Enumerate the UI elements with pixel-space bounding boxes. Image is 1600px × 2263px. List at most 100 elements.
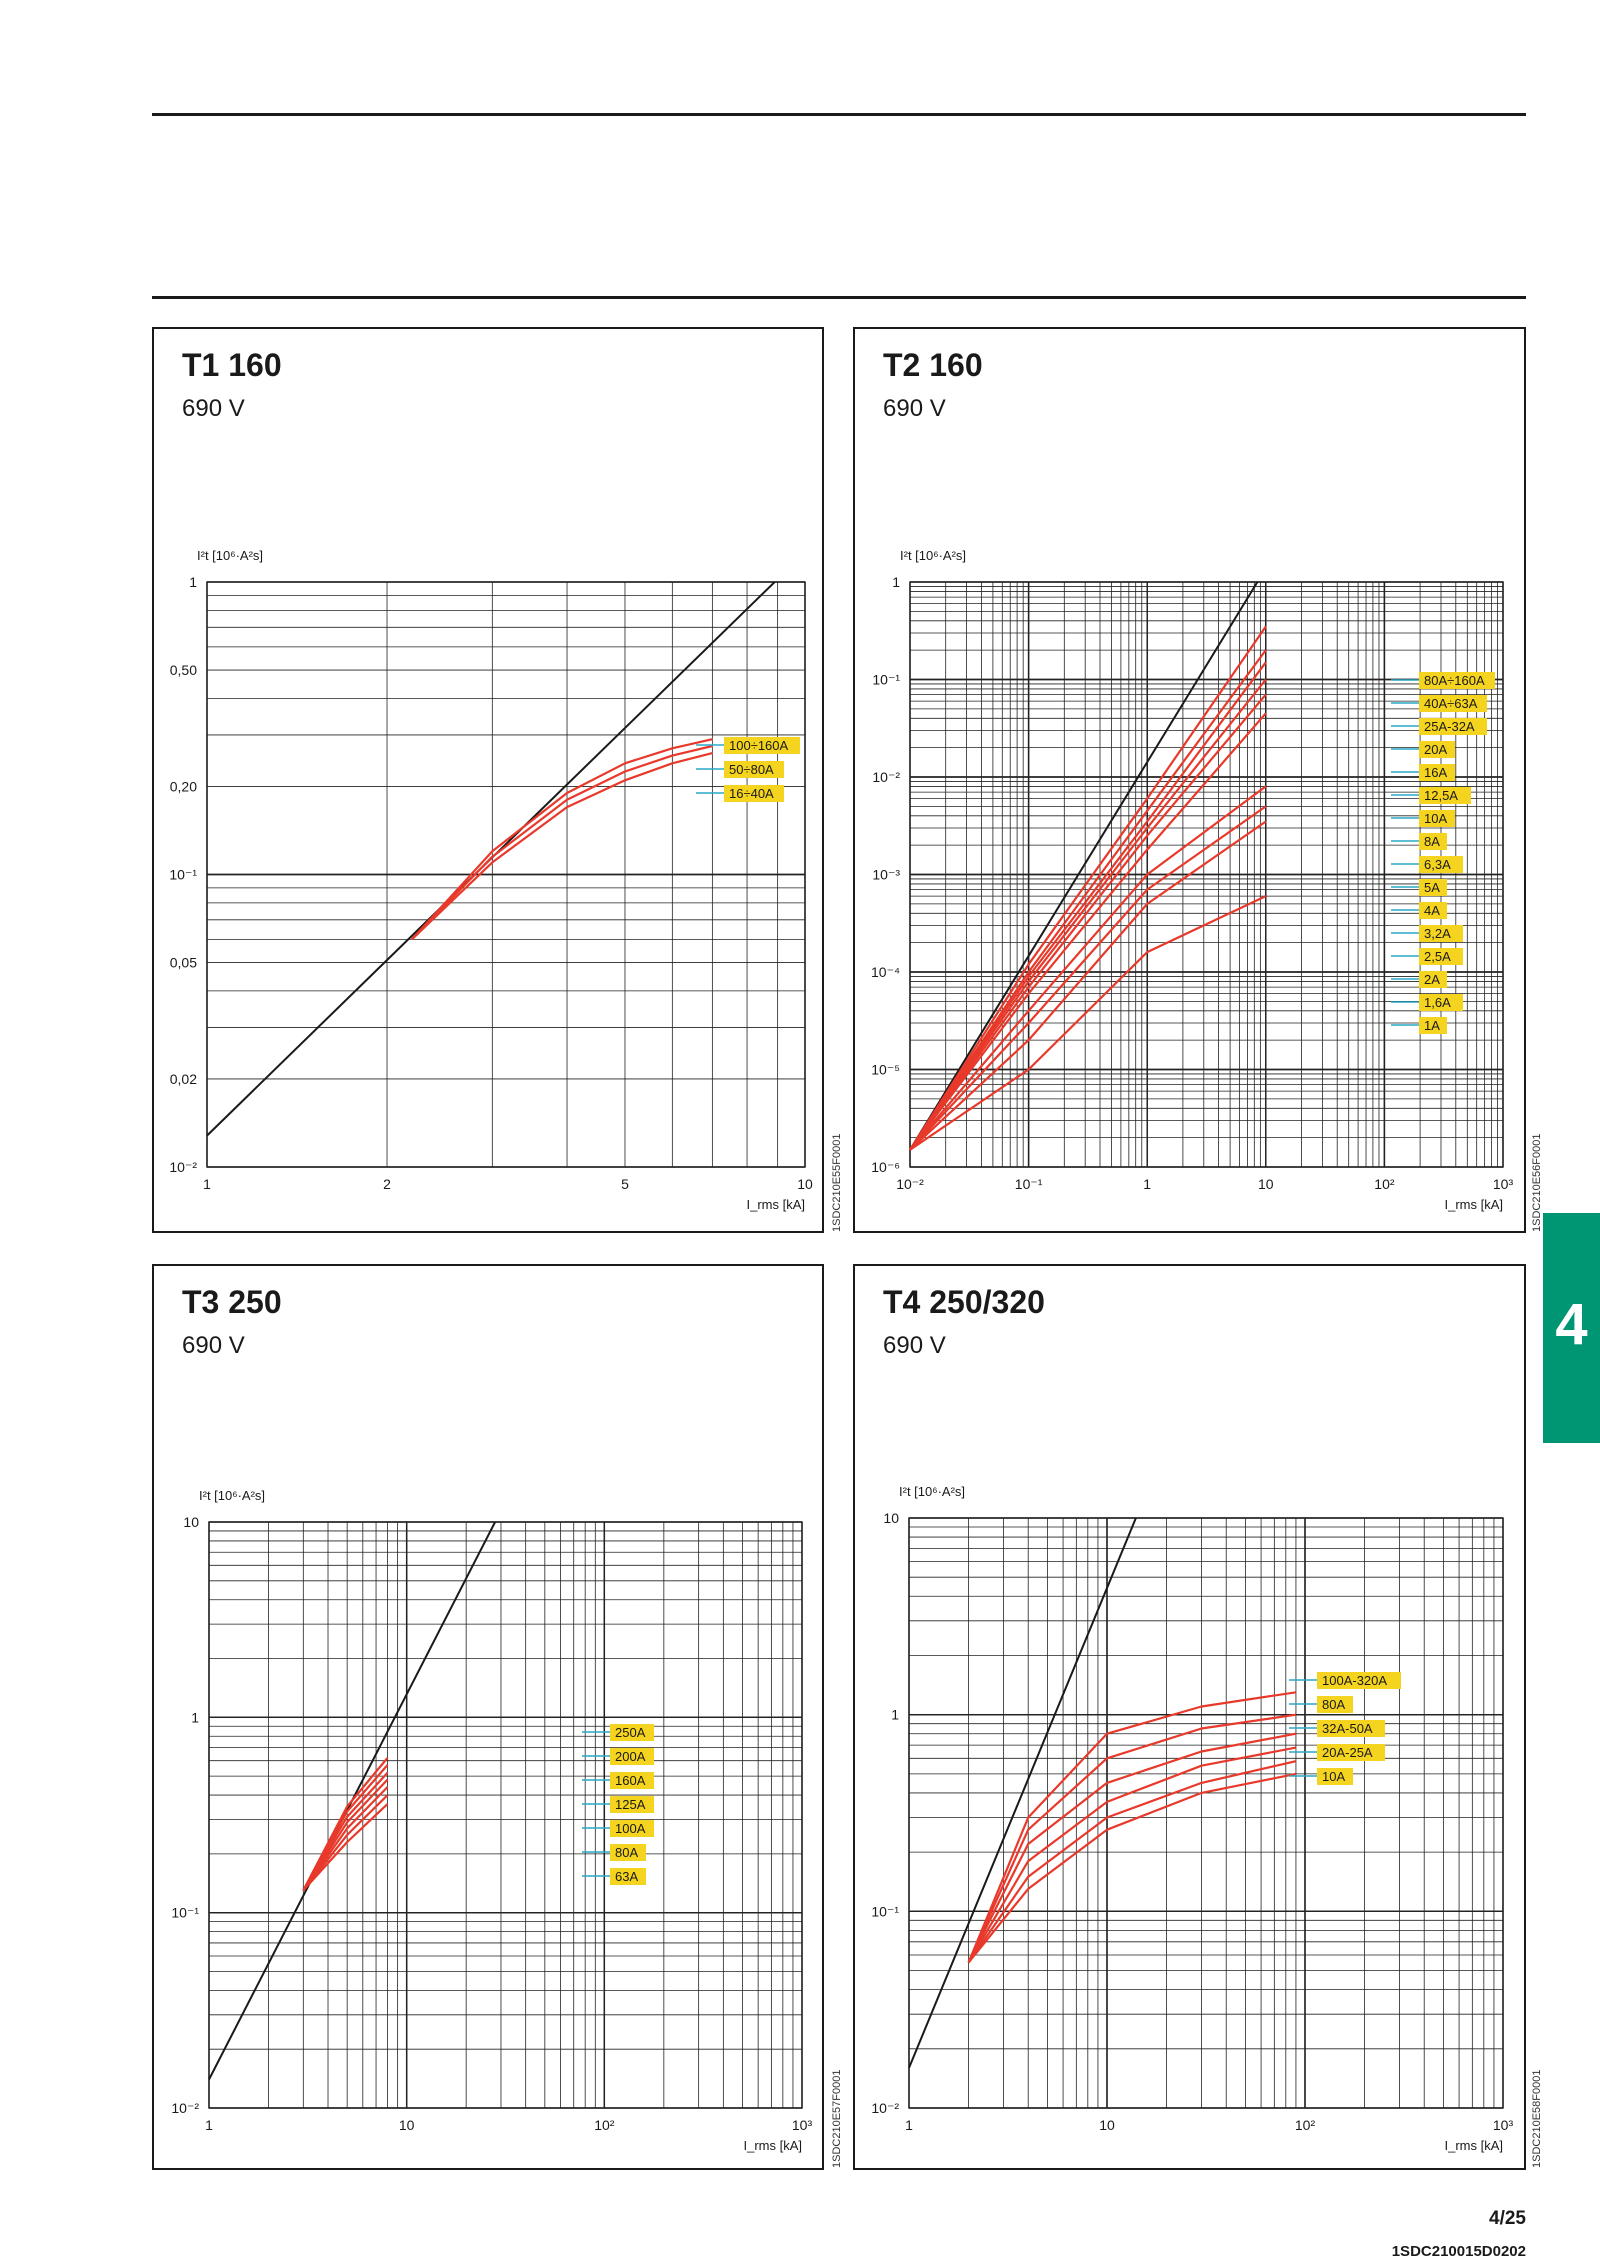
series-line	[302, 1786, 389, 1892]
series-line	[909, 895, 1267, 1151]
chart-title: T3 250	[182, 1284, 282, 1320]
chart-t1: 1 2 5 10 1 0,50 0,20 10⁻¹ 0,05 0,02 10⁻² I²t [10⁶·A…	[169, 548, 813, 1212]
series-line	[909, 712, 1267, 1151]
grid	[908, 1517, 1504, 2109]
y-tick-label: 0,02	[170, 1071, 197, 1087]
series-line	[967, 1746, 1297, 1963]
y-axis-label: I²t [10⁶·A²s]	[899, 1484, 965, 1499]
series-label: 2,5A	[1424, 949, 1451, 964]
y-tick-label: 1	[191, 1709, 199, 1725]
label-group: 100A-320A 80A 32A-50A 20A-25A 10A	[1289, 1672, 1401, 1785]
y-axis-label: I²t [10⁶·A²s]	[900, 548, 966, 563]
label-box	[1419, 902, 1447, 919]
series-line	[302, 1778, 389, 1891]
y-tick-label: 10⁻²	[872, 769, 900, 785]
label-box	[1419, 718, 1487, 735]
series-line	[411, 752, 713, 941]
series-label: 16A	[1424, 765, 1447, 780]
series-line	[410, 738, 713, 941]
document-code: 1SDC210015D0202	[1391, 2243, 1526, 2260]
x-tick-label: 10³	[1493, 1176, 1514, 1192]
series-line	[909, 785, 1267, 1151]
y-tick-label: 10⁻²	[871, 2100, 899, 2116]
series-line	[967, 1713, 1297, 1963]
chart-subtitle: 690 V	[883, 1332, 946, 1359]
chart-panel-t1: T1 160 690 V 1 2 5 10 1 0,50 0,20 10⁻¹ 0,05 0,02 1…	[152, 327, 824, 1233]
series-line	[909, 678, 1267, 1151]
label-box	[610, 1772, 654, 1789]
x-tick-label: 10⁻¹	[1015, 1176, 1043, 1192]
label-box	[1419, 971, 1447, 988]
series-line	[967, 1760, 1297, 1964]
y-tick-label: 10⁻¹	[169, 867, 197, 883]
x-tick-label: 5	[621, 1176, 629, 1192]
series-label: 80A÷160A	[1424, 673, 1485, 688]
series-label: 10A	[1424, 811, 1447, 826]
x-tick-label: 10³	[792, 2117, 813, 2133]
series-line	[411, 744, 713, 941]
y-axis-label: I²t [10⁶·A²s]	[197, 548, 263, 563]
series-label: 200A	[615, 1749, 646, 1764]
y-tick-label: 1	[891, 1707, 899, 1723]
x-tick-label: 1	[905, 2117, 913, 2133]
series-label: 50÷80A	[729, 762, 774, 777]
series-label: 5A	[1424, 880, 1440, 895]
label-box	[610, 1724, 654, 1741]
figure-code: 1SDC210E57F0001	[831, 2069, 843, 2168]
series-line	[909, 649, 1267, 1151]
chart-panel-t4: T4 250/320 690 V 1 10 10² 10³ 10 1 10⁻¹ 10⁻² I²t…	[853, 1264, 1526, 2170]
chart-panel-t3: T3 250 690 V 1 10 10² 10³ 10 1 10⁻¹ 10⁻² I²t [10…	[152, 1264, 824, 2170]
y-tick-label: 10	[183, 1514, 199, 1530]
label-box	[1419, 833, 1447, 850]
series-label: 20A	[1424, 742, 1447, 757]
label-box	[1419, 1017, 1447, 1034]
series-label: 100A	[615, 1821, 646, 1836]
series-label: 12,5A	[1424, 788, 1458, 803]
series-group	[206, 581, 776, 1137]
label-box	[1419, 672, 1495, 689]
series-line	[909, 820, 1267, 1151]
series-label: 6,3A	[1424, 857, 1451, 872]
label-box	[1419, 764, 1455, 781]
label-box	[1317, 1672, 1401, 1689]
y-tick-label: 10⁻⁵	[871, 1062, 900, 1078]
x-axis-label: I_rms [kA]	[743, 2138, 802, 2153]
series-label: 4A	[1424, 903, 1440, 918]
label-box	[724, 737, 800, 754]
label-group: 100÷160A 50÷80A 16÷40A	[696, 737, 800, 802]
x-tick-label: 1	[1143, 1176, 1151, 1192]
label-box	[1317, 1720, 1385, 1737]
label-box	[724, 761, 784, 778]
plot-frame	[908, 1517, 1504, 2109]
x-tick-label: 1	[203, 1176, 211, 1192]
label-box	[1317, 1744, 1385, 1761]
y-tick-label: 10⁻²	[171, 2100, 199, 2116]
series-line	[909, 805, 1267, 1151]
x-tick-label: 10	[1258, 1176, 1274, 1192]
y-tick-label: 10⁻²	[169, 1159, 197, 1175]
label-box	[610, 1868, 646, 1885]
y-tick-label: 10⁻¹	[171, 1905, 199, 1921]
section-rule	[152, 296, 1526, 299]
series-line	[908, 1517, 1137, 2069]
x-tick-label: 10	[797, 1176, 813, 1192]
chart-t3: 1 10 10² 10³ 10 1 10⁻¹ 10⁻² I²t [10⁶·A²s] I_rms […	[171, 1488, 813, 2153]
chart-subtitle: 690 V	[182, 1332, 245, 1359]
series-label: 3,2A	[1424, 926, 1451, 941]
series-line	[302, 1794, 389, 1892]
series-line	[909, 693, 1267, 1151]
grid	[206, 581, 806, 1168]
y-axis-label: I²t [10⁶·A²s]	[199, 1488, 265, 1503]
series-label: 160A	[615, 1773, 646, 1788]
series-line	[909, 625, 1267, 1151]
series-label: 1A	[1424, 1018, 1440, 1033]
series-label: 10A	[1322, 1769, 1345, 1784]
y-tick-label: 10⁻⁶	[871, 1159, 900, 1175]
x-tick-label: 10⁻²	[896, 1176, 924, 1192]
label-box	[610, 1844, 646, 1861]
label-box	[1419, 787, 1471, 804]
section-tab[interactable]: 4	[1543, 1213, 1600, 1443]
label-box	[610, 1820, 654, 1837]
series-line	[967, 1732, 1297, 1963]
page-number: 4/25	[1489, 2208, 1526, 2229]
